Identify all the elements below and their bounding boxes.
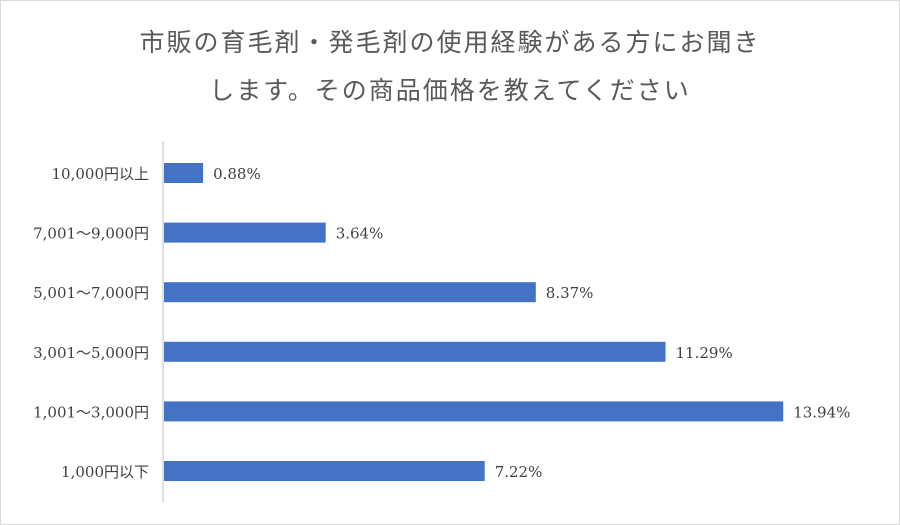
bar: [164, 461, 485, 481]
bar: [164, 222, 326, 243]
category-tick-label: 3,001〜5,000円: [33, 344, 149, 362]
category-tick-label: 1,001〜3,000円: [33, 403, 149, 421]
bar: [164, 282, 536, 303]
category-tick-label: 5,001〜7,000円: [33, 284, 149, 302]
chart-title-line-1: 市販の育毛剤・発毛剤の使用経験がある方にお聞き: [139, 28, 761, 57]
data-label: 7.22%: [495, 463, 543, 481]
chart-title-line-2: します。その商品価格を教えてください: [209, 76, 691, 105]
category-tick-label: 10,000円以上: [52, 165, 150, 183]
data-label: 0.88%: [213, 165, 261, 183]
data-label: 11.29%: [676, 344, 733, 362]
data-label: 3.64%: [336, 225, 384, 243]
bar: [164, 163, 204, 183]
chart-title: 市販の育毛剤・発毛剤の使用経験がある方にお聞き します。その商品価格を教えてくだ…: [1, 19, 899, 115]
category-tick-label: 1,000円以下: [61, 463, 149, 481]
data-label: 13.94%: [793, 403, 850, 421]
category-tick-label: 7,001〜9,000円: [33, 225, 149, 243]
data-label: 8.37%: [546, 284, 594, 302]
bar: [164, 401, 784, 422]
bar: [164, 341, 666, 362]
